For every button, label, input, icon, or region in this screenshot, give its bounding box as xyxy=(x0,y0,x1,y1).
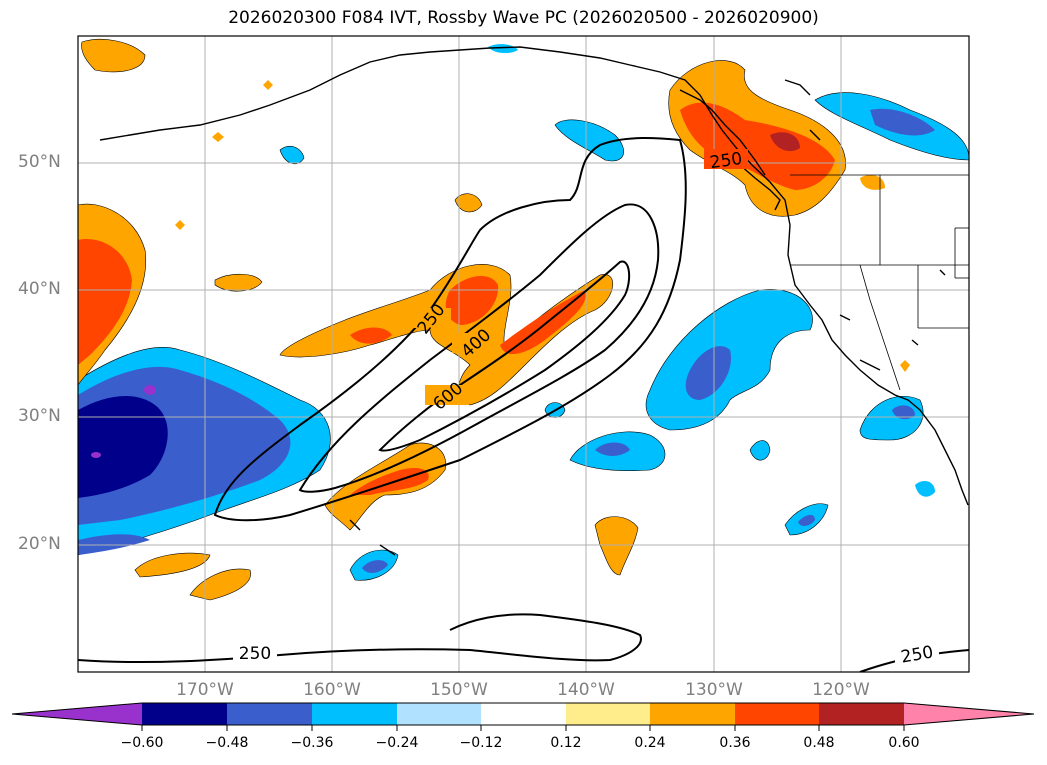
lat-label: 30°N xyxy=(18,406,61,426)
colorbar-tick-label: −0.48 xyxy=(205,735,249,751)
colorbar-tick-label: 0.36 xyxy=(719,735,751,751)
map-frame xyxy=(77,35,970,673)
colorbar-tick-label: −0.36 xyxy=(290,735,334,751)
graticule xyxy=(78,36,969,672)
colorbar-segment xyxy=(142,703,227,725)
colorbar-segment xyxy=(397,703,481,725)
colorbar-tick-label: 0.60 xyxy=(888,735,920,751)
lat-label: 20°N xyxy=(18,534,61,554)
lon-label: 160°W xyxy=(303,680,361,700)
colorbar-segment xyxy=(227,703,312,725)
lon-label: 130°W xyxy=(685,680,743,700)
colorbar-tick-label: 0.12 xyxy=(550,735,582,751)
colorbar xyxy=(11,702,1035,731)
colorbar-segment xyxy=(566,703,650,725)
lat-label: 50°N xyxy=(18,152,61,172)
colorbar-segment xyxy=(819,703,904,725)
lon-label: 140°W xyxy=(557,680,615,700)
colorbar-segment xyxy=(12,703,142,725)
state-boundaries xyxy=(790,174,969,391)
colorbar-tick-label: 0.24 xyxy=(634,735,666,751)
colorbar-tick-label: −0.24 xyxy=(375,735,419,751)
colorbar-segment xyxy=(735,703,819,725)
lon-label: 170°W xyxy=(176,680,234,700)
colorbar-tick-label: −0.12 xyxy=(459,735,503,751)
lat-label: 40°N xyxy=(18,279,61,299)
colorbar-segment xyxy=(904,703,1034,725)
colorbar-tick-label: 0.48 xyxy=(803,735,835,751)
lon-label: 150°W xyxy=(430,680,488,700)
colorbar-segment xyxy=(481,703,566,725)
lon-label: 120°W xyxy=(812,680,870,700)
colorbar-segment xyxy=(312,703,397,725)
contour-label: 250 xyxy=(239,644,271,664)
colorbar-segment xyxy=(650,703,735,725)
map-title: 2026020300 F084 IVT, Rossby Wave PC (202… xyxy=(228,8,819,28)
negative-anomaly-east xyxy=(279,44,969,581)
colorbar-tick-label: −0.60 xyxy=(120,735,164,751)
contour-label: 250 xyxy=(709,149,744,173)
coastlines xyxy=(99,46,969,556)
